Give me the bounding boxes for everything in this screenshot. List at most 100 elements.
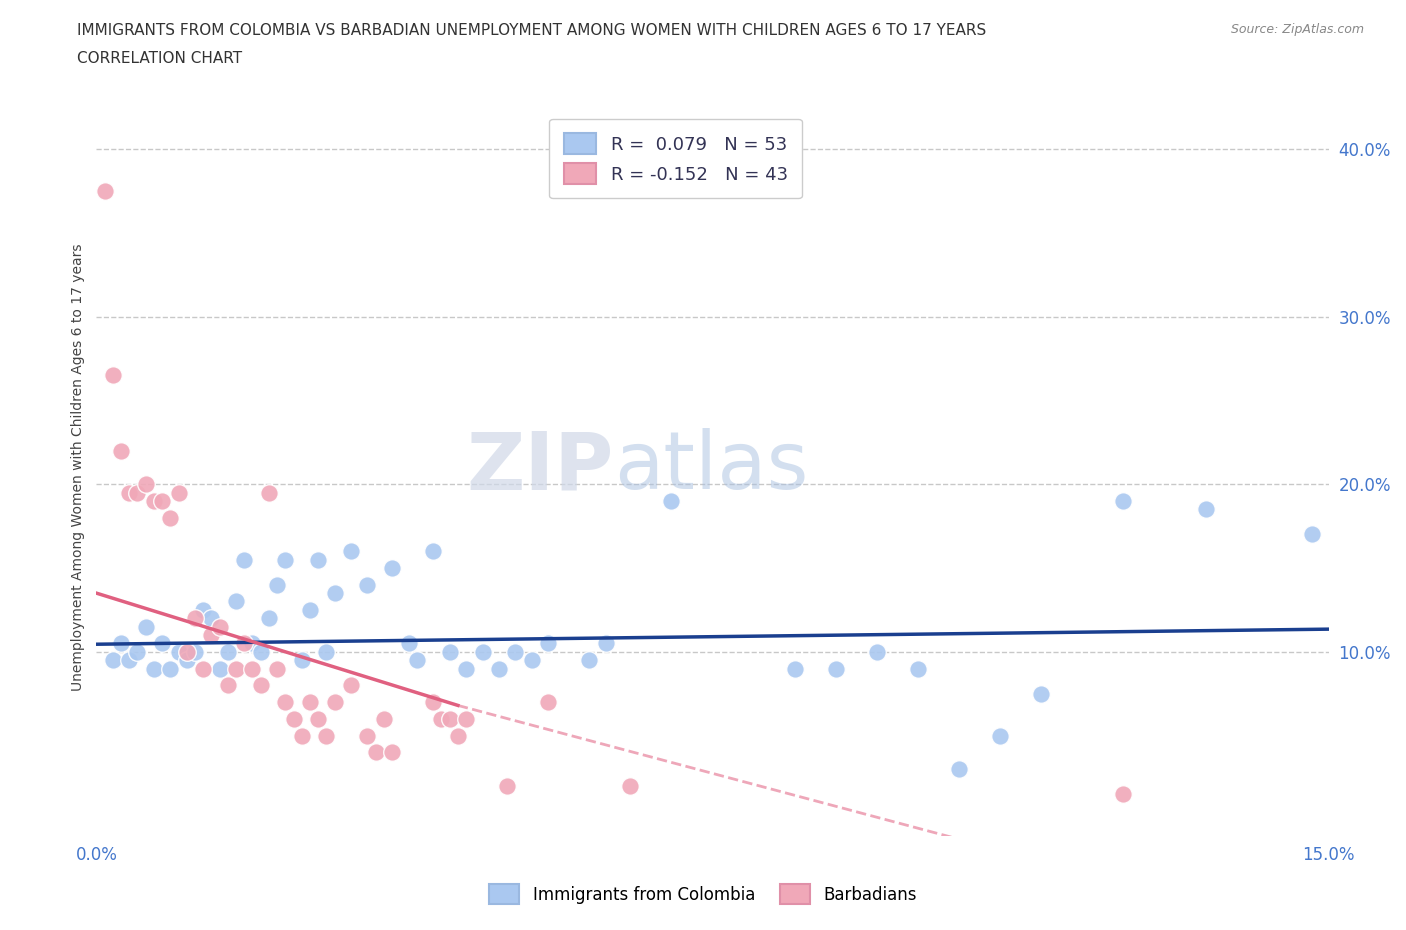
Point [356, 578, 378, 592]
Point [135, 477, 157, 492]
Point [520, 653, 543, 668]
Point [249, 644, 271, 659]
Point [118, 653, 141, 668]
Point [783, 661, 806, 676]
Point [176, 644, 198, 659]
Point [208, 661, 231, 676]
Point [988, 728, 1011, 743]
Point [364, 745, 387, 760]
Point [381, 745, 404, 760]
Point [191, 603, 214, 618]
Point [323, 586, 346, 601]
Point [948, 762, 970, 777]
Point [208, 619, 231, 634]
Point [1194, 502, 1216, 517]
Point [93, 183, 115, 198]
Point [127, 644, 149, 659]
Point [595, 636, 617, 651]
Point [233, 552, 256, 567]
Point [1112, 787, 1135, 802]
Point [356, 728, 378, 743]
Legend: R =  0.079   N = 53, R = -0.152   N = 43: R = 0.079 N = 53, R = -0.152 N = 43 [550, 119, 801, 198]
Text: CORRELATION CHART: CORRELATION CHART [77, 51, 242, 66]
Point [135, 619, 157, 634]
Point [340, 678, 363, 693]
Point [110, 636, 132, 651]
Point [159, 511, 181, 525]
Point [340, 544, 363, 559]
Point [315, 728, 337, 743]
Point [430, 711, 453, 726]
Point [578, 653, 600, 668]
Point [249, 678, 271, 693]
Point [167, 644, 190, 659]
Point [176, 653, 198, 668]
Point [323, 695, 346, 710]
Point [257, 485, 280, 500]
Point [496, 778, 519, 793]
Point [127, 485, 149, 500]
Y-axis label: Unemployment Among Women with Children Ages 6 to 17 years: Unemployment Among Women with Children A… [72, 244, 86, 691]
Point [1301, 527, 1323, 542]
Point [225, 594, 247, 609]
Point [274, 552, 297, 567]
Point [661, 494, 683, 509]
Point [1031, 686, 1053, 701]
Point [225, 661, 247, 676]
Point [298, 603, 321, 618]
Point [184, 611, 207, 626]
Text: atlas: atlas [614, 429, 808, 507]
Point [200, 611, 222, 626]
Point [118, 485, 141, 500]
Point [150, 494, 173, 509]
Text: ZIP: ZIP [467, 429, 614, 507]
Point [257, 611, 280, 626]
Point [142, 494, 165, 509]
Point [471, 644, 494, 659]
Point [422, 695, 444, 710]
Point [619, 778, 641, 793]
Point [315, 644, 337, 659]
Point [266, 661, 288, 676]
Point [200, 628, 222, 643]
Point [537, 695, 560, 710]
Point [373, 711, 395, 726]
Point [447, 728, 470, 743]
Point [291, 653, 314, 668]
Point [454, 661, 477, 676]
Point [217, 678, 239, 693]
Point [1112, 494, 1135, 509]
Point [422, 544, 444, 559]
Point [242, 661, 264, 676]
Point [110, 444, 132, 458]
Point [167, 485, 190, 500]
Point [439, 644, 461, 659]
Point [307, 711, 329, 726]
Point [907, 661, 929, 676]
Point [142, 661, 165, 676]
Point [307, 552, 329, 567]
Point [298, 695, 321, 710]
Text: Source: ZipAtlas.com: Source: ZipAtlas.com [1230, 23, 1364, 36]
Point [439, 711, 461, 726]
Point [233, 636, 256, 651]
Point [866, 644, 889, 659]
Text: IMMIGRANTS FROM COLOMBIA VS BARBADIAN UNEMPLOYMENT AMONG WOMEN WITH CHILDREN AGE: IMMIGRANTS FROM COLOMBIA VS BARBADIAN UN… [77, 23, 987, 38]
Point [824, 661, 846, 676]
Point [242, 636, 264, 651]
Point [381, 561, 404, 576]
Point [101, 653, 124, 668]
Point [291, 728, 314, 743]
Point [405, 653, 427, 668]
Point [184, 644, 207, 659]
Point [217, 644, 239, 659]
Point [283, 711, 305, 726]
Point [274, 695, 297, 710]
Point [505, 644, 527, 659]
Point [266, 578, 288, 592]
Point [454, 711, 477, 726]
Point [150, 636, 173, 651]
Point [488, 661, 510, 676]
Legend: Immigrants from Colombia, Barbadians: Immigrants from Colombia, Barbadians [475, 871, 931, 917]
Point [101, 367, 124, 382]
